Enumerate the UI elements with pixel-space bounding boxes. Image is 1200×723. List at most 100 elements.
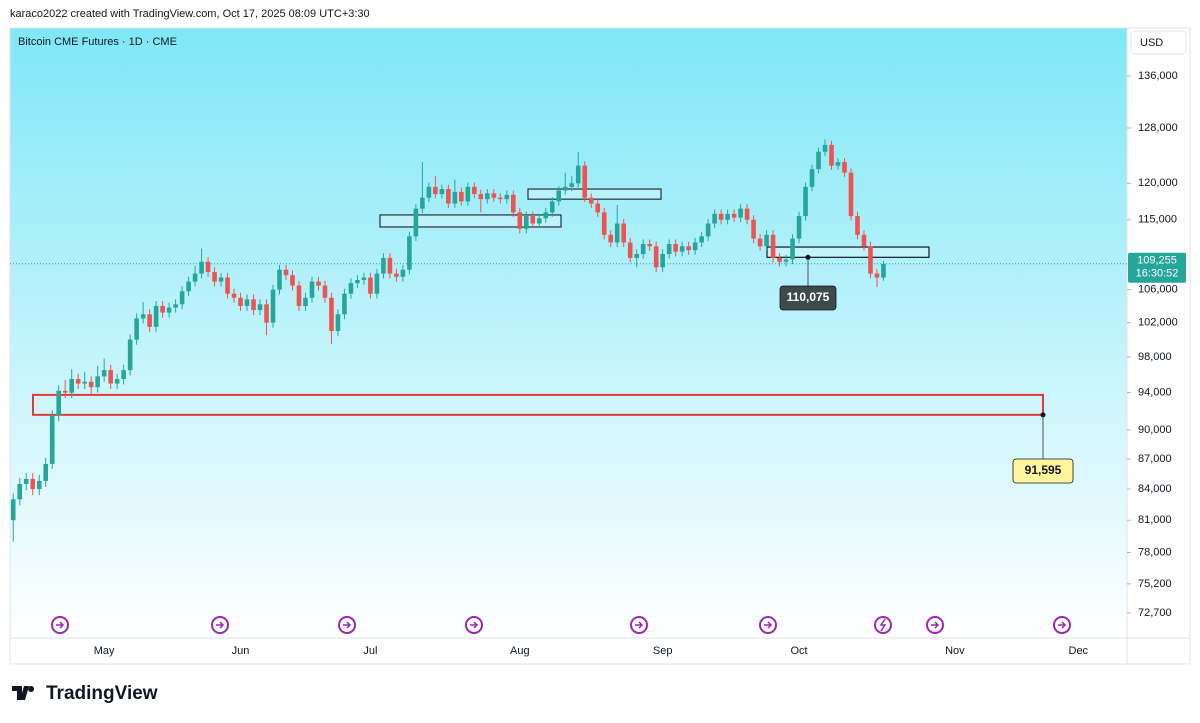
y-tick-label: 84,000 xyxy=(1138,483,1172,495)
candle-body xyxy=(601,212,607,235)
candle-body xyxy=(569,183,575,187)
candle-body xyxy=(861,234,867,247)
x-tick-label: May xyxy=(94,645,115,657)
event-icon[interactable] xyxy=(630,616,648,634)
candle-body xyxy=(277,269,282,290)
candle-body xyxy=(692,242,698,251)
event-icon[interactable] xyxy=(51,616,69,634)
candle-body xyxy=(608,234,614,243)
y-tick-label: 81,000 xyxy=(1138,514,1172,526)
candle-body xyxy=(439,189,445,195)
candle-body xyxy=(17,483,23,500)
candle-body xyxy=(491,193,497,198)
candle-body xyxy=(309,281,315,298)
candle-body xyxy=(199,261,204,274)
y-tick-label: 87,000 xyxy=(1138,453,1172,465)
candle-body xyxy=(368,277,373,294)
candle-body xyxy=(160,305,165,313)
event-icon[interactable] xyxy=(211,616,229,634)
x-tick-label: Sep xyxy=(653,645,673,657)
candle-body xyxy=(43,463,49,481)
event-icon[interactable] xyxy=(465,616,483,634)
event-icon[interactable] xyxy=(759,616,777,634)
currency-button[interactable] xyxy=(1130,30,1187,55)
x-tick-label: Nov xyxy=(945,645,965,657)
candle-body xyxy=(426,186,432,198)
candle-body xyxy=(257,304,263,311)
annotation-anchor xyxy=(1040,412,1046,418)
x-tick-label: Jun xyxy=(232,645,250,657)
candle-body xyxy=(212,272,217,282)
candle-body xyxy=(231,293,237,298)
candle-body xyxy=(530,216,536,224)
event-icon[interactable] xyxy=(1053,616,1071,634)
candle-body xyxy=(595,203,601,213)
candle-body xyxy=(627,242,633,258)
candle-body xyxy=(718,213,724,220)
candle-body xyxy=(582,165,588,198)
zone-rect xyxy=(379,214,562,228)
candle-body xyxy=(523,216,529,229)
candle-body xyxy=(881,263,886,278)
candle-body xyxy=(517,212,523,229)
event-icons xyxy=(51,616,1071,634)
y-tick-label: 120,000 xyxy=(1138,177,1178,189)
y-tick-label: 98,000 xyxy=(1138,351,1172,363)
event-icon[interactable] xyxy=(926,616,944,634)
candle-body xyxy=(712,213,717,224)
event-icon[interactable] xyxy=(874,616,892,634)
event-icon[interactable] xyxy=(338,616,356,634)
candle-body xyxy=(166,307,172,313)
candle-body xyxy=(114,379,120,384)
candle-body xyxy=(848,172,854,217)
annotation-box xyxy=(1012,458,1074,484)
candle-body xyxy=(303,297,308,306)
candle-body xyxy=(283,269,289,276)
candle-body xyxy=(738,208,743,218)
annotation-box xyxy=(779,285,837,311)
candle-body xyxy=(822,144,828,152)
candle-body xyxy=(205,261,211,273)
candle-body xyxy=(770,234,776,258)
candle-body xyxy=(575,165,581,184)
y-tick-label: 115,000 xyxy=(1138,214,1177,226)
currency-label[interactable]: USD xyxy=(1140,37,1163,49)
candle-body xyxy=(498,197,503,200)
candle-body xyxy=(549,201,555,213)
x-tick-label: Jul xyxy=(363,645,377,657)
candle-body xyxy=(49,415,55,464)
candle-body xyxy=(394,273,399,277)
candle-body xyxy=(459,191,464,202)
candle-body xyxy=(127,339,133,371)
candle-body xyxy=(816,151,821,170)
brand-name: TradingView xyxy=(46,683,158,704)
candle-body xyxy=(147,314,152,327)
candle-body xyxy=(835,162,841,166)
candle-body xyxy=(251,299,256,311)
candle-body xyxy=(23,478,29,484)
candle-body xyxy=(95,376,100,388)
y-tick-label: 90,000 xyxy=(1138,424,1172,436)
candle-body xyxy=(686,246,691,251)
candle-body xyxy=(387,257,393,274)
candle-body xyxy=(874,273,880,278)
y-tick-label: 106,000 xyxy=(1138,284,1178,296)
candle-body xyxy=(134,318,139,340)
candle-body xyxy=(296,285,302,306)
candle-body xyxy=(381,257,386,274)
candle-body xyxy=(264,304,269,323)
candle-body xyxy=(842,162,847,173)
candle-body xyxy=(556,190,562,202)
candle-body xyxy=(433,186,438,195)
candle-body xyxy=(10,499,16,521)
candle-body xyxy=(316,281,321,286)
candle-body xyxy=(472,186,477,195)
candle-body xyxy=(660,253,665,268)
candle-body xyxy=(647,243,652,247)
candle-body xyxy=(705,223,711,237)
countdown-label: 16:30:52 xyxy=(1136,268,1179,280)
candle-body xyxy=(361,277,367,280)
candle-body xyxy=(510,194,516,213)
candle-body xyxy=(809,169,815,187)
